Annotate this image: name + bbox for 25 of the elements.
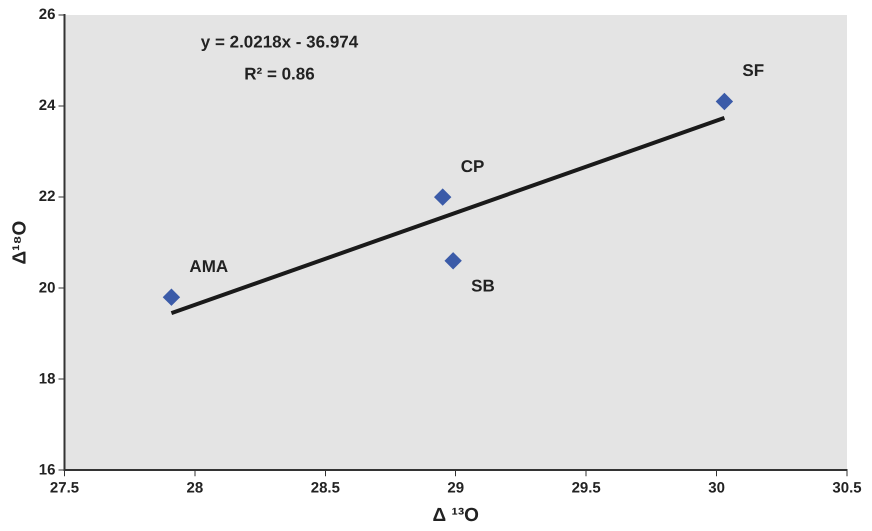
x-tick-label: 28 — [186, 479, 204, 496]
annotation: CP — [460, 156, 484, 176]
x-tick-label: 29.5 — [572, 479, 601, 496]
y-tick-label: 22 — [38, 188, 56, 206]
annotation: y = 2.0218x - 36.974 — [200, 32, 359, 52]
annotation: SB — [471, 276, 495, 296]
x-axis-title: Δ ¹³O — [432, 504, 479, 526]
point — [444, 252, 462, 270]
annotation: SF — [742, 61, 764, 80]
annotation: R² = 0.86 — [244, 64, 315, 84]
x-tick-label: 27.5 — [50, 479, 80, 496]
x-tick-label: 29 — [447, 479, 464, 496]
y-tick-label: 26 — [38, 6, 56, 24]
annotation: AMA — [189, 256, 228, 276]
y-tick-label: 16 — [38, 461, 56, 478]
point — [162, 288, 180, 306]
y-tick-label: 24 — [38, 97, 56, 114]
x-tick-label: 30 — [708, 479, 725, 496]
point — [434, 188, 452, 206]
point — [716, 92, 733, 110]
x-tick-label: 28.5 — [310, 479, 340, 496]
y-tick-label: 20 — [38, 279, 56, 296]
x-tick-label: 30.5 — [832, 479, 862, 496]
y-axis-title: Δ¹⁸O — [10, 220, 31, 264]
y-tick-label: 18 — [38, 370, 56, 388]
